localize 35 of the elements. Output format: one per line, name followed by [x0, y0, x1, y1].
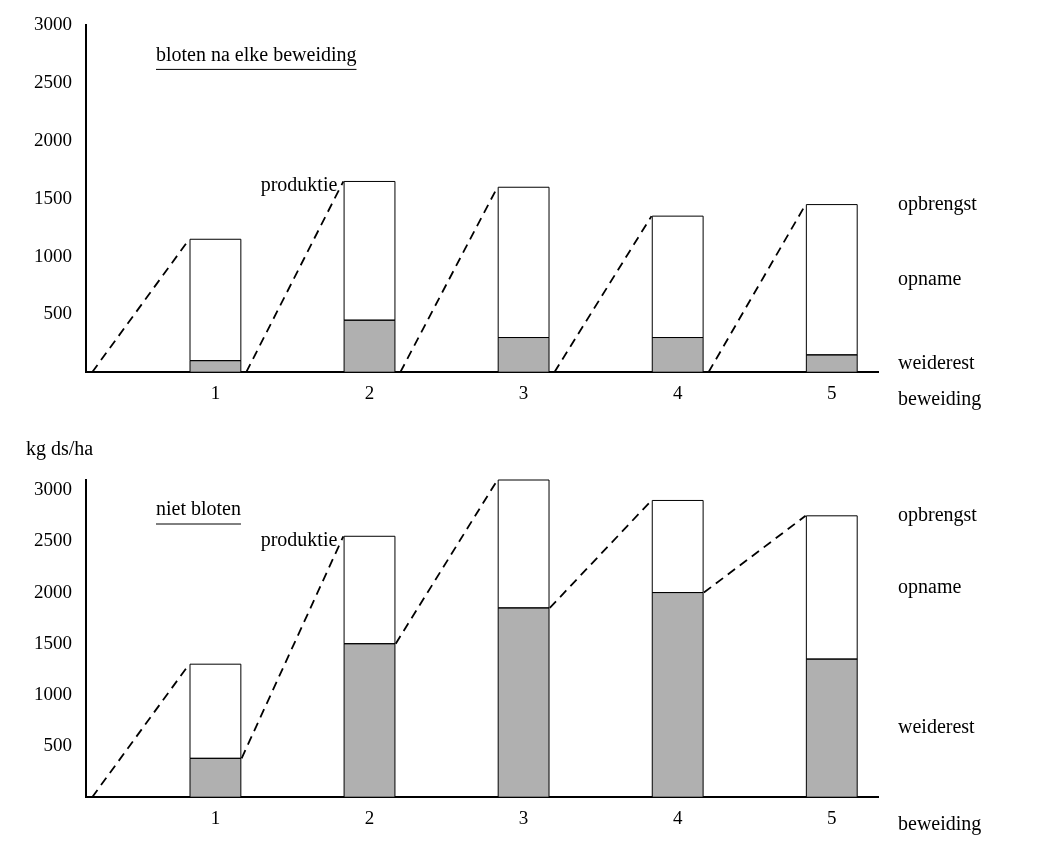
x-tick-label: 5 — [827, 381, 837, 403]
x-tick-label: 4 — [672, 806, 683, 828]
x-tick-label: 5 — [827, 806, 837, 828]
text: bloten na elke beweiding — [156, 42, 357, 66]
x-axis-title: beweiding — [898, 387, 982, 411]
text: weiderest — [898, 350, 976, 373]
text: opbrengst — [898, 191, 978, 215]
x-tick-label: 1 — [210, 381, 221, 403]
y-tick-label: 1000 — [34, 244, 72, 266]
text: opbrengst — [898, 503, 978, 527]
x-tick-label: 3 — [518, 381, 529, 403]
text: opname — [898, 266, 962, 290]
y-tick-label: 2500 — [34, 71, 72, 93]
x-tick-label: 2 — [364, 381, 375, 403]
series-label: produktie — [260, 527, 338, 551]
x-axis-title: beweiding — [898, 812, 982, 836]
x-tick-label: 3 — [518, 806, 529, 828]
y-tick-label: 1000 — [34, 682, 72, 704]
text: opname — [898, 574, 962, 598]
y-tick-label: 500 — [43, 734, 72, 756]
y-tick-label: 2000 — [34, 128, 72, 150]
y-tick-label: 3000 — [34, 13, 72, 35]
x-tick-label: 1 — [210, 806, 221, 828]
y-axis-title: kg ds/ha — [26, 437, 94, 461]
text: niet bloten — [156, 497, 241, 520]
x-tick-label: 2 — [364, 806, 375, 828]
y-tick-label: 3000 — [34, 478, 72, 500]
x-tick-label: 4 — [672, 381, 683, 403]
y-tick-label: 2000 — [34, 580, 72, 602]
y-tick-label: 500 — [43, 302, 72, 324]
y-tick-label: 2500 — [34, 529, 72, 551]
y-tick-label: 1500 — [34, 631, 72, 653]
text: weiderest — [898, 715, 976, 738]
series-label: produktie — [260, 172, 338, 196]
y-tick-label: 1500 — [34, 186, 72, 208]
